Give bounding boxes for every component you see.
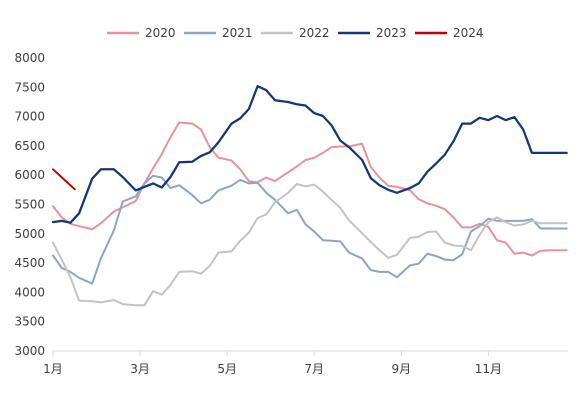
- y-tick-label: 6000: [14, 168, 45, 182]
- legend-item-2021: 2021: [184, 26, 253, 40]
- series-line-2020: [52, 121, 568, 257]
- y-tick-label: 6500: [14, 139, 45, 153]
- series-line-2024: [52, 168, 76, 191]
- legend: 2020 2021 2022 2023 2024: [107, 26, 484, 40]
- y-tick-label: 5500: [14, 198, 45, 212]
- x-tick-label: 11月: [475, 362, 502, 376]
- y-tick-label: 7000: [14, 110, 45, 124]
- legend-item-2023: 2023: [338, 26, 407, 40]
- y-tick-label: 3500: [14, 315, 45, 329]
- y-tick-label: 4500: [14, 256, 45, 270]
- y-tick-label: 3000: [14, 344, 45, 358]
- x-tick-label: 5月: [217, 362, 237, 376]
- y-axis: 3000 3500 4000 4500 5000 5500 6000 6500 7000 7500…: [14, 51, 45, 358]
- legend-label: 2022: [299, 26, 330, 40]
- legend-label: 2021: [222, 26, 253, 40]
- x-tick-label: 1月: [43, 362, 63, 376]
- legend-item-2024: 2024: [415, 26, 484, 40]
- legend-item-2022: 2022: [261, 26, 330, 40]
- series-line-2022: [52, 183, 568, 307]
- plot-area: [51, 84, 568, 307]
- y-tick-label: 8000: [14, 51, 45, 65]
- x-tick-label: 9月: [391, 362, 411, 376]
- y-tick-label: 7500: [14, 80, 45, 94]
- legend-label: 2023: [376, 26, 407, 40]
- y-tick-label: 5000: [14, 227, 45, 241]
- series-line-2023: [51, 84, 568, 224]
- x-axis: 1月 3月 5月 7月 9月 11月: [43, 350, 568, 376]
- x-tick-label: 3月: [130, 362, 150, 376]
- legend-label: 2020: [145, 26, 176, 40]
- y-tick-label: 4000: [14, 285, 45, 299]
- series-line-2021: [52, 174, 568, 285]
- legend-label: 2024: [453, 26, 484, 40]
- x-tick-label: 7月: [304, 362, 324, 376]
- legend-item-2020: 2020: [107, 26, 176, 40]
